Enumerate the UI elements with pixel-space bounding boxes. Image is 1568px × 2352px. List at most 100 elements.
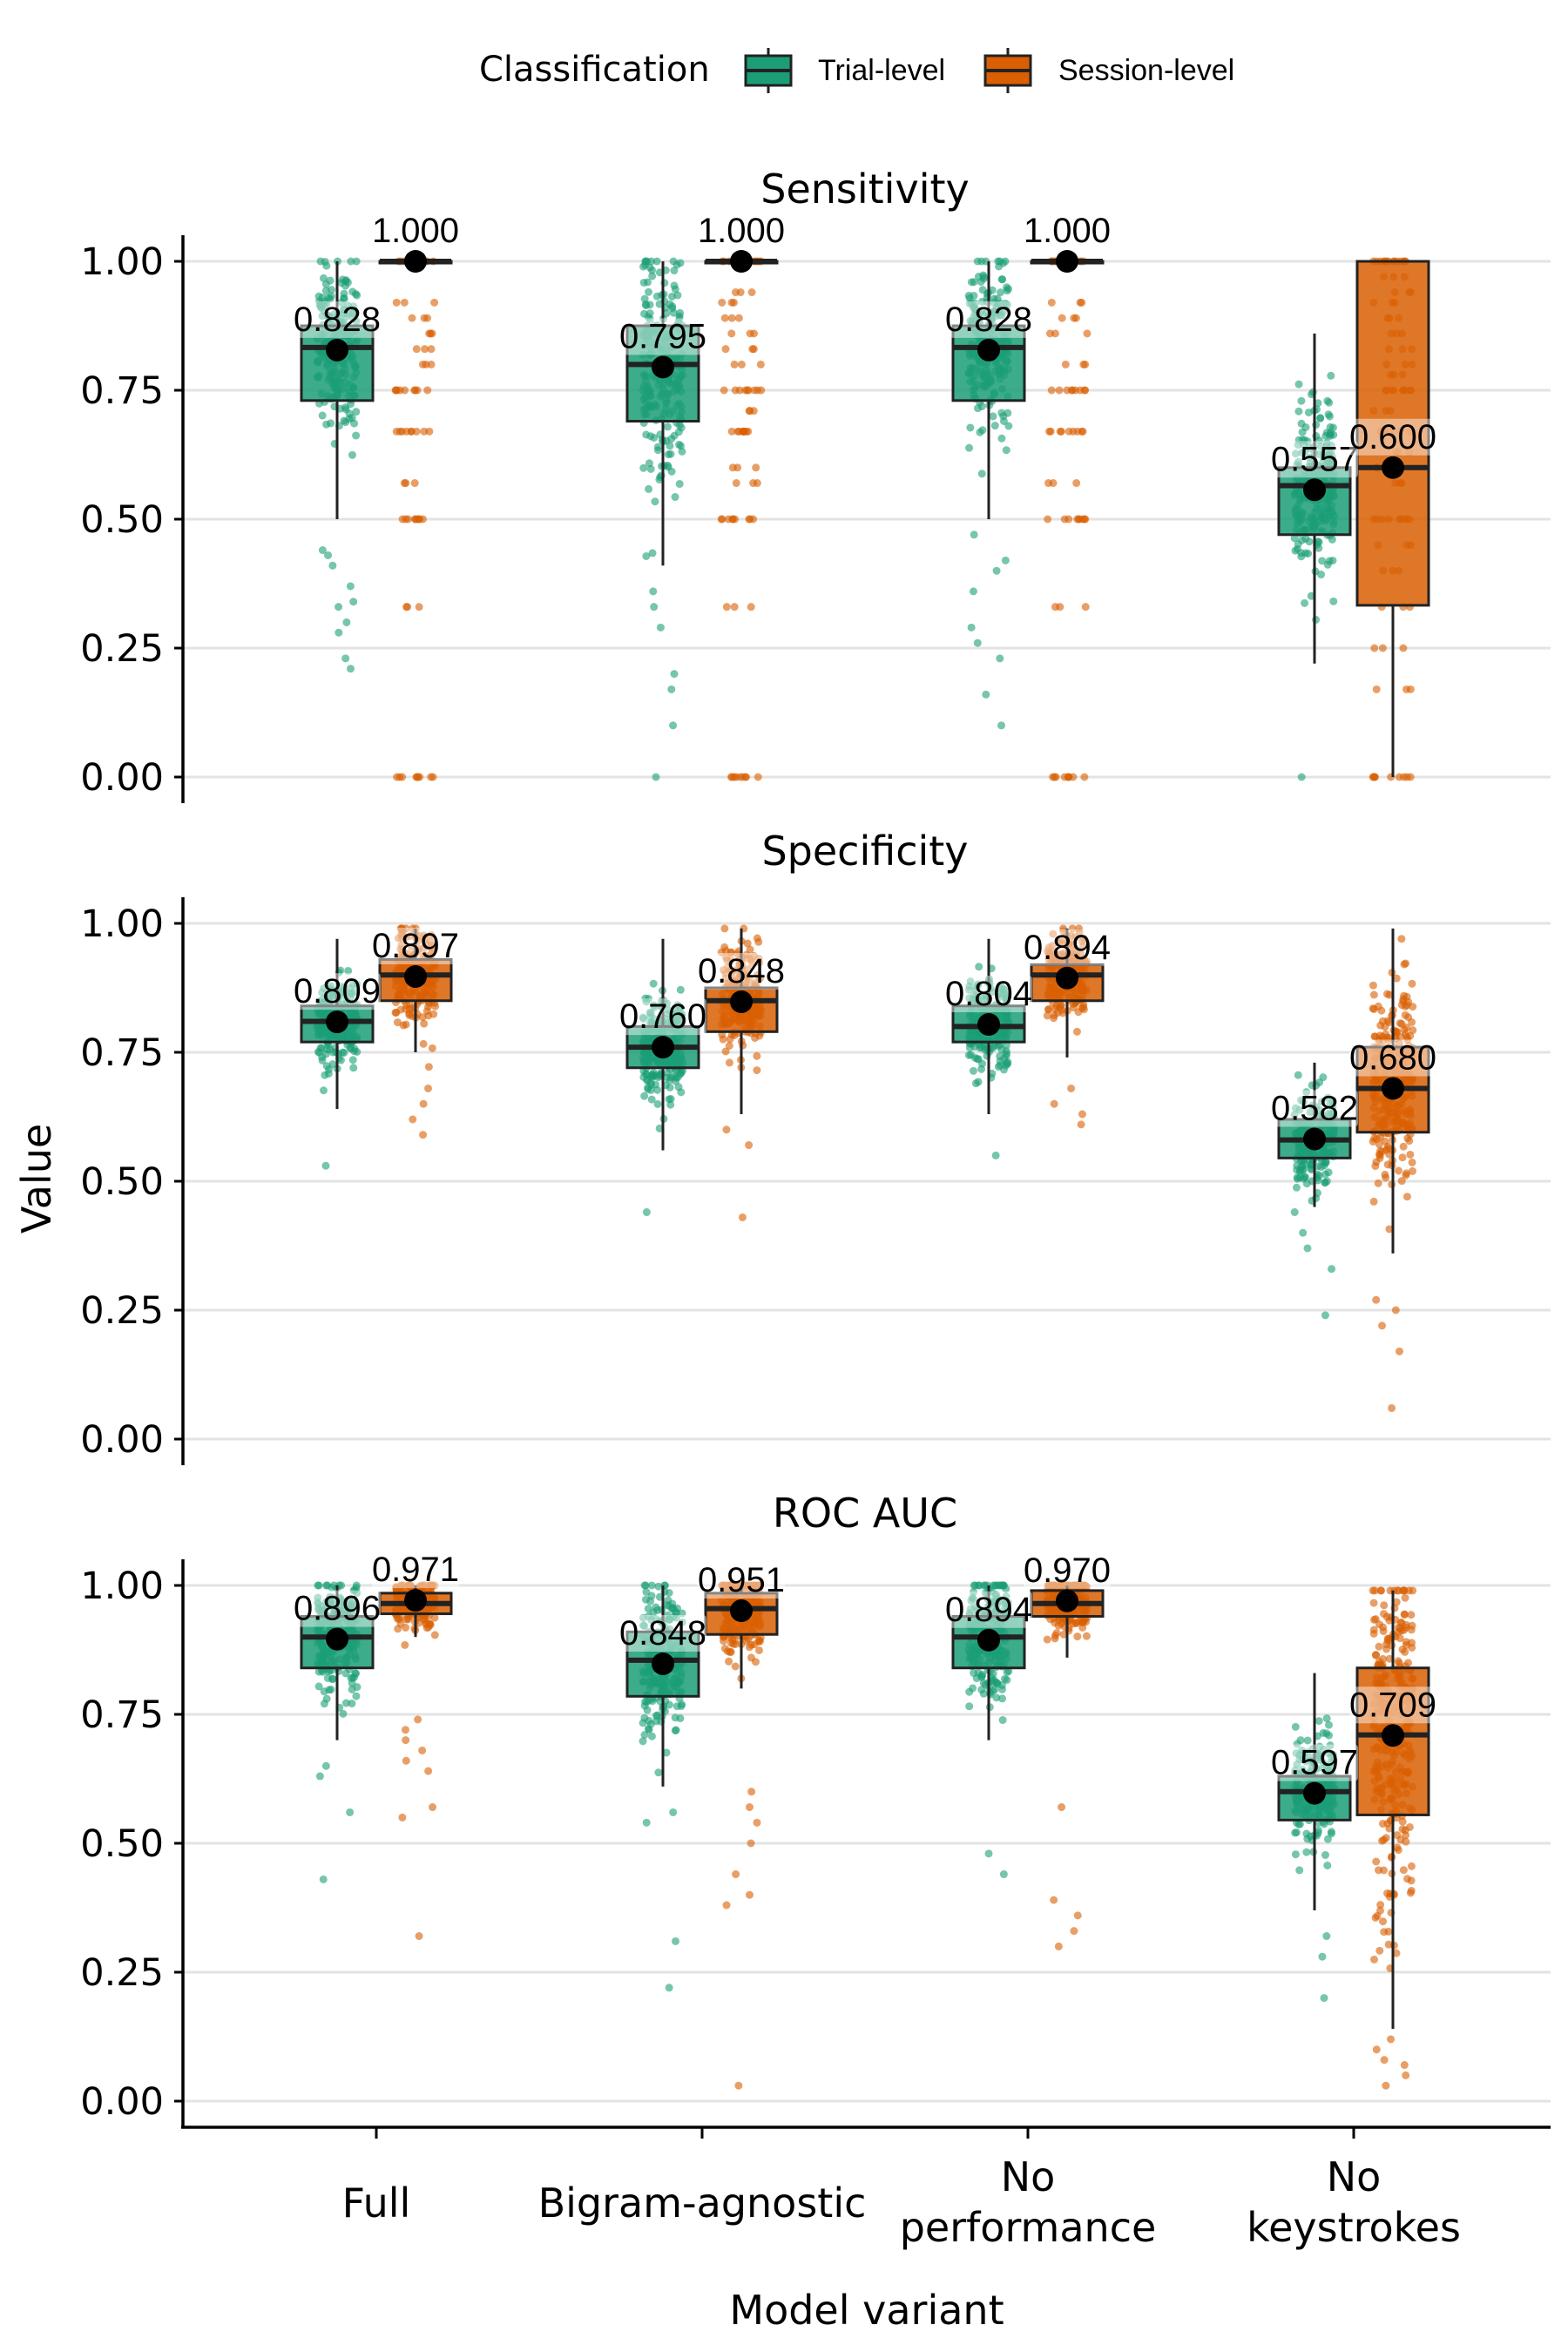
data-point: [1328, 452, 1336, 461]
data-point: [997, 288, 1005, 297]
data-point: [401, 1726, 409, 1734]
data-point: [1391, 1306, 1400, 1315]
data-point: [964, 1051, 973, 1059]
data-point: [1327, 460, 1335, 469]
data-point: [1397, 935, 1406, 943]
data-point: [732, 479, 740, 488]
data-point: [997, 275, 1006, 284]
data-point: [671, 1936, 679, 1945]
data-point: [393, 1018, 402, 1027]
data-point: [419, 1039, 428, 1048]
data-point: [979, 273, 988, 281]
data-point: [1003, 287, 1011, 295]
mean-marker: [730, 250, 753, 273]
data-point: [752, 463, 760, 472]
data-point: [647, 257, 656, 266]
data-point: [1291, 1722, 1300, 1731]
data-point: [1372, 685, 1381, 693]
data-point: [740, 427, 748, 436]
data-point: [652, 1717, 660, 1726]
data-point: [1294, 441, 1302, 449]
data-point: [1069, 1004, 1078, 1012]
data-point: [720, 314, 729, 322]
data-point: [728, 463, 737, 472]
data-point: [996, 311, 1004, 320]
data-point: [1388, 1403, 1396, 1412]
data-point: [648, 272, 657, 280]
data-point: [1081, 515, 1090, 524]
y-tick-label: 0.75: [80, 1031, 164, 1075]
data-point: [663, 1600, 672, 1609]
data-point: [402, 1623, 410, 1632]
data-point: [1395, 1347, 1403, 1355]
data-point: [1295, 1866, 1304, 1875]
data-point: [653, 443, 662, 451]
data-point: [1406, 685, 1415, 693]
data-point: [1327, 441, 1335, 449]
data-point: [1061, 360, 1070, 368]
data-point: [327, 1686, 335, 1694]
data-point: [1319, 1073, 1328, 1082]
data-point: [678, 1700, 686, 1709]
data-point: [1073, 1632, 1082, 1641]
data-point: [1402, 773, 1411, 781]
data-point: [649, 587, 658, 596]
data-point: [402, 1736, 410, 1745]
data-point: [321, 1071, 329, 1079]
data-point: [415, 1932, 423, 1941]
data-point: [1319, 453, 1328, 462]
data-point: [728, 515, 737, 524]
mean-label: 1.000: [698, 212, 785, 250]
mean-label-backdrop: [619, 318, 706, 355]
data-point: [353, 980, 362, 989]
data-point: [1399, 644, 1408, 652]
data-point: [1378, 1321, 1387, 1330]
data-point: [1291, 546, 1300, 555]
data-point: [1067, 1084, 1076, 1092]
data-point: [1403, 1875, 1412, 1883]
data-point: [410, 479, 419, 488]
data-point: [645, 459, 653, 468]
y-tick-label: 0.00: [80, 1418, 164, 1462]
mean-marker: [1056, 250, 1078, 273]
data-point: [642, 1208, 651, 1217]
data-point: [341, 405, 350, 414]
data-point: [418, 1013, 427, 1022]
data-point: [335, 603, 343, 612]
data-point: [315, 1772, 324, 1781]
data-point: [977, 402, 986, 411]
data-point: [1327, 1828, 1335, 1836]
legend-label-trial: Trial-level: [818, 54, 945, 87]
data-point: [1372, 1158, 1381, 1166]
data-point: [977, 257, 986, 266]
box: [951, 324, 1026, 402]
data-point: [1323, 1861, 1332, 1869]
data-point: [1001, 300, 1010, 308]
data-point: [677, 423, 686, 432]
mean-label: 1.000: [372, 212, 459, 250]
data-point: [656, 623, 665, 632]
data-point: [419, 1131, 428, 1139]
data-point: [1051, 773, 1059, 781]
data-point: [738, 1213, 747, 1221]
data-point: [643, 1706, 652, 1714]
data-point: [664, 463, 672, 471]
data-point: [745, 515, 754, 524]
data-point: [1378, 644, 1387, 652]
data-point: [1315, 1717, 1323, 1726]
data-point: [419, 1614, 428, 1623]
mean-label: 0.809: [294, 972, 381, 1010]
data-point: [1050, 1896, 1058, 1904]
data-point: [651, 497, 659, 506]
data-point: [1043, 1011, 1051, 1020]
data-point: [1409, 1026, 1417, 1035]
data-point: [973, 639, 982, 647]
data-point: [997, 409, 1006, 417]
data-point: [1369, 1197, 1378, 1206]
data-point: [319, 274, 328, 282]
data-point: [346, 1808, 355, 1816]
data-point: [751, 1658, 760, 1666]
data-point: [1321, 1179, 1329, 1187]
data-point: [1320, 1994, 1328, 2003]
